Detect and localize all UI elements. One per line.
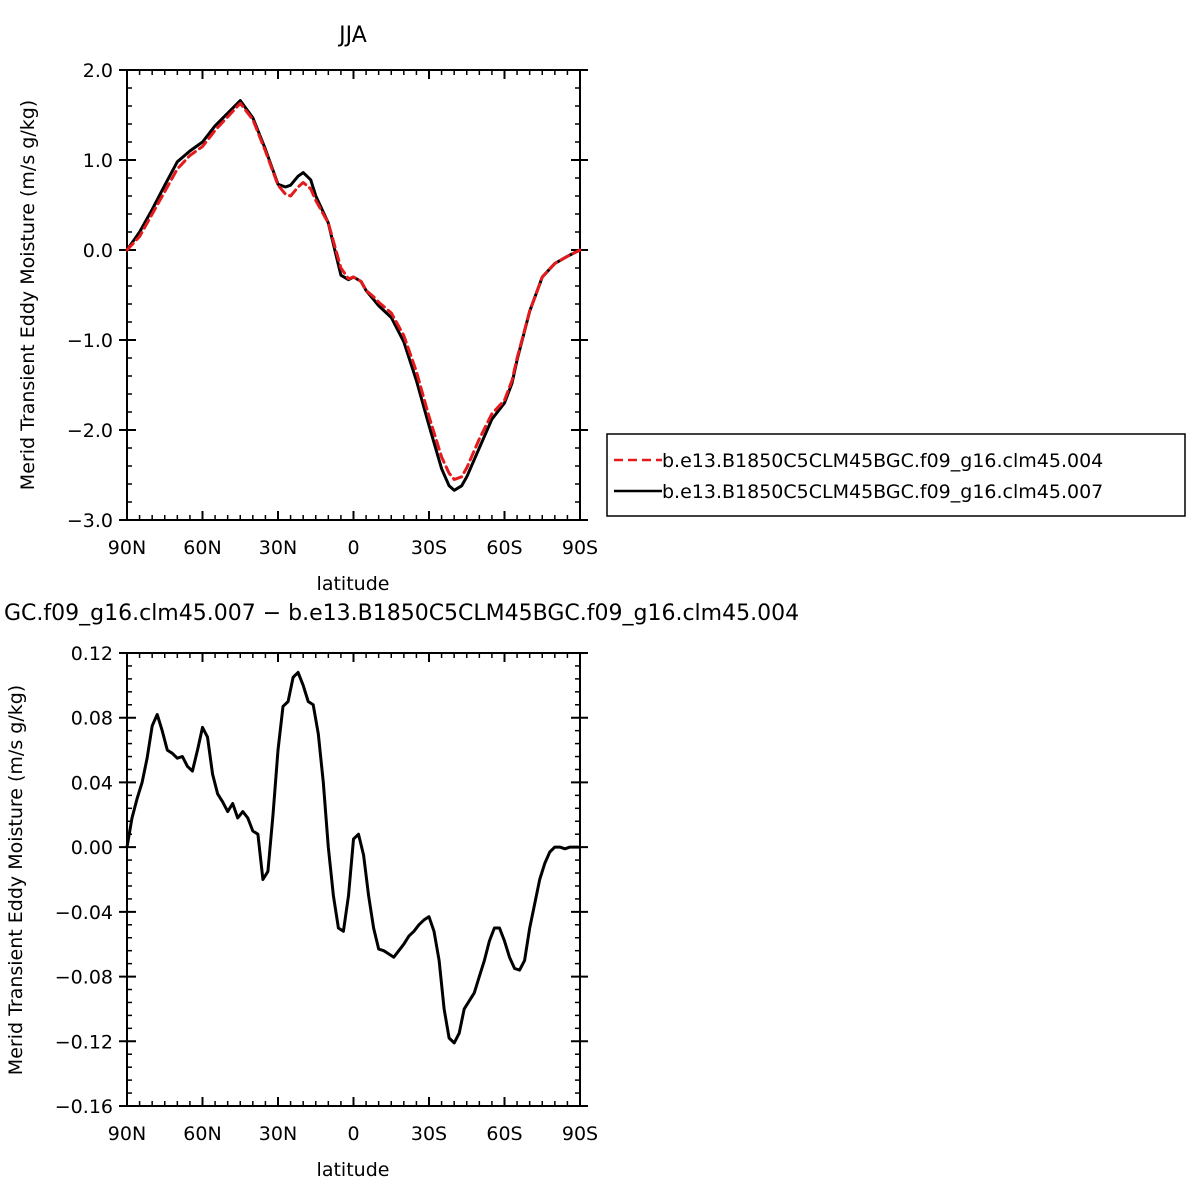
top-y-axis-title: Merid Transient Eddy Moisture (m/s g/kg) <box>17 100 39 490</box>
bottom-x-axis-title: latitude <box>317 1159 390 1181</box>
top-series-line-1 <box>125 101 582 481</box>
bottom-x-tick-label: 90N <box>108 1123 146 1145</box>
top-x-tick-label: 90N <box>108 537 146 559</box>
top-x-tick-label: 60S <box>486 537 522 559</box>
bottom-x-tick-label: 30S <box>411 1123 447 1145</box>
bottom-y-tick-label: 0.00 <box>71 837 113 859</box>
top-y-tick-label: 0.0 <box>83 240 113 262</box>
bottom-y-tick-label: 0.12 <box>71 643 113 665</box>
top-plot-frame <box>126 69 581 521</box>
bottom-y-tick-label: −0.12 <box>55 1031 113 1053</box>
bottom-y-tick-label: −0.16 <box>55 1096 113 1118</box>
bottom-series-line-1 <box>125 670 582 1045</box>
bottom-x-tick-label: 90S <box>562 1123 598 1145</box>
top-y-tick-label: −1.0 <box>67 330 113 352</box>
top-series-lines <box>125 99 582 492</box>
bottom-y-axis-title: Merid Transient Eddy Moisture (m/s g/kg) <box>5 685 27 1075</box>
legend-label-series-1: b.e13.B1850C5CLM45BGC.f09_g16.clm45.004 <box>662 450 1103 472</box>
bottom-y-tick-label: −0.04 <box>55 902 113 924</box>
top-y-tick-label: 2.0 <box>83 60 113 82</box>
top-x-tick-label: 30N <box>259 537 297 559</box>
bottom-x-tick-label: 60S <box>486 1123 522 1145</box>
top-chart-title: JJA <box>337 23 367 48</box>
top-x-tick-label: 0 <box>347 537 359 559</box>
bottom-plot-frame <box>126 652 581 1107</box>
top-axis-ticks: 90N 60N 30N 0 30S 60S 90S 2.0 1.0 0.0 −1.0 −2.0 −3.0 <box>67 60 598 559</box>
top-y-tick-label: −3.0 <box>67 510 113 532</box>
legend-label-series-2: b.e13.B1850C5CLM45BGC.f09_g16.clm45.007 <box>662 481 1103 503</box>
top-panel: JJA 90N 60N 30N 0 30S 60S 90S 2.0 1.0 0.0 −1.0 −2.0… <box>17 23 1186 595</box>
top-x-axis-title: latitude <box>317 573 390 595</box>
bottom-y-tick-label: −0.08 <box>55 967 113 989</box>
top-y-tick-label: 1.0 <box>83 150 113 172</box>
bottom-series-lines <box>125 670 582 1045</box>
legend: b.e13.B1850C5CLM45BGC.f09_g16.clm45.004 … <box>606 433 1186 517</box>
top-x-tick-label: 30S <box>411 537 447 559</box>
bottom-x-tick-label: 0 <box>347 1123 359 1145</box>
bottom-panel: GC.f09_g16.clm45.007 − b.e13.B1850C5CLM4… <box>4 601 799 1181</box>
top-y-tick-label: −2.0 <box>67 420 113 442</box>
bottom-chart-title: GC.f09_g16.clm45.007 − b.e13.B1850C5CLM4… <box>4 601 799 626</box>
bottom-y-tick-label: 0.08 <box>71 708 113 730</box>
bottom-y-tick-label: 0.04 <box>71 772 113 794</box>
bottom-x-tick-label: 60N <box>183 1123 221 1145</box>
top-x-tick-label: 90S <box>562 537 598 559</box>
bottom-x-tick-label: 30N <box>259 1123 297 1145</box>
top-series-line-2 <box>125 99 582 492</box>
bottom-axis-ticks: 90N 60N 30N 0 30S 60S 90S 0.12 0.08 0.04 0.00 −0.04… <box>55 643 598 1145</box>
legend-box <box>606 433 1186 517</box>
top-x-tick-label: 60N <box>183 537 221 559</box>
